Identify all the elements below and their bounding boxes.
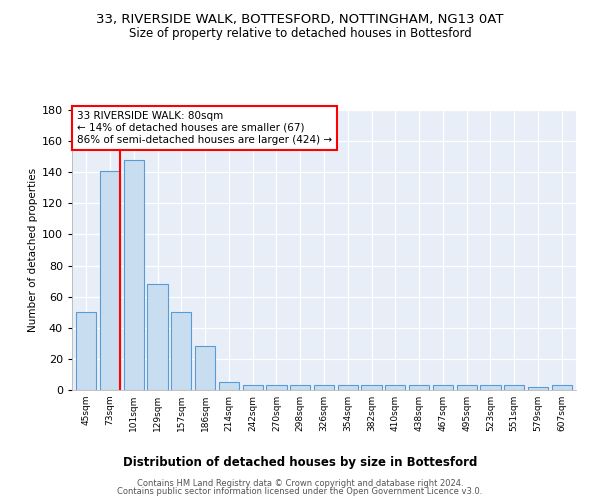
Bar xyxy=(551,386,572,390)
Y-axis label: Number of detached properties: Number of detached properties xyxy=(28,168,38,332)
Bar xyxy=(290,386,310,390)
Bar xyxy=(457,386,477,390)
Bar xyxy=(76,312,97,390)
Bar xyxy=(148,284,167,390)
Text: Distribution of detached houses by size in Bottesford: Distribution of detached houses by size … xyxy=(123,456,477,469)
Bar xyxy=(433,386,453,390)
Bar xyxy=(528,387,548,390)
Bar xyxy=(242,386,263,390)
Text: 33 RIVERSIDE WALK: 80sqm
← 14% of detached houses are smaller (67)
86% of semi-d: 33 RIVERSIDE WALK: 80sqm ← 14% of detach… xyxy=(77,112,332,144)
Bar xyxy=(314,386,334,390)
Bar xyxy=(481,386,500,390)
Bar xyxy=(195,346,215,390)
Bar xyxy=(100,170,120,390)
Text: Contains public sector information licensed under the Open Government Licence v3: Contains public sector information licen… xyxy=(118,487,482,496)
Text: 33, RIVERSIDE WALK, BOTTESFORD, NOTTINGHAM, NG13 0AT: 33, RIVERSIDE WALK, BOTTESFORD, NOTTINGH… xyxy=(96,12,504,26)
Bar xyxy=(338,386,358,390)
Bar xyxy=(409,386,429,390)
Bar xyxy=(219,382,239,390)
Bar xyxy=(504,386,524,390)
Text: Size of property relative to detached houses in Bottesford: Size of property relative to detached ho… xyxy=(128,28,472,40)
Bar xyxy=(266,386,287,390)
Bar xyxy=(124,160,144,390)
Bar xyxy=(361,386,382,390)
Bar xyxy=(385,386,406,390)
Text: Contains HM Land Registry data © Crown copyright and database right 2024.: Contains HM Land Registry data © Crown c… xyxy=(137,478,463,488)
Bar xyxy=(171,312,191,390)
